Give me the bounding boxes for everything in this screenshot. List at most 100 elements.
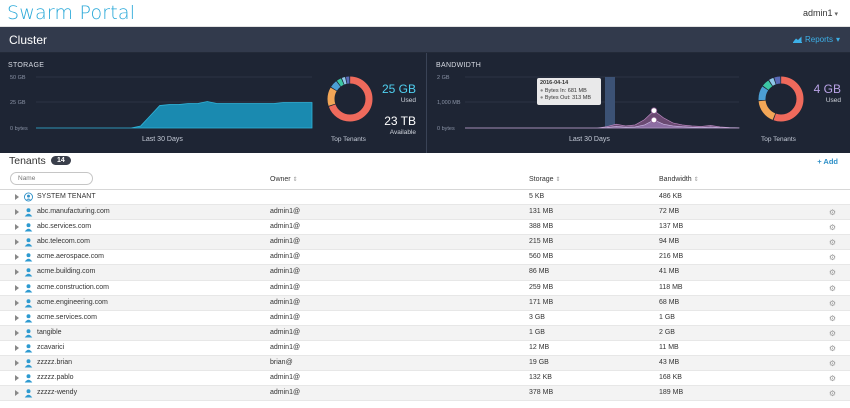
donut-slice[interactable] <box>758 76 804 122</box>
expand-icon[interactable] <box>15 239 19 246</box>
gear-icon[interactable]: ⚙ <box>828 343 836 353</box>
tenant-owner: admin1@ <box>270 374 301 382</box>
table-row[interactable]: zcavarici admin1@ 12 MB 11 MB ⚙ <box>0 341 850 357</box>
storage-used-label: Used <box>400 97 416 104</box>
gear-icon[interactable]: ⚙ <box>828 223 836 233</box>
y-tick-label: 0 bytes <box>437 126 455 132</box>
user-menu[interactable]: admin1 ▾ <box>803 8 838 18</box>
storage-caption: Last 30 Days <box>142 136 183 143</box>
user-icon <box>24 374 33 383</box>
expand-icon[interactable] <box>15 390 19 397</box>
table-row[interactable]: abc.manufacturing.com admin1@ 131 MB 72 MB ⚙ <box>0 205 850 221</box>
y-tick-label: 1,000 MB <box>437 100 461 106</box>
expand-icon[interactable] <box>15 360 19 367</box>
expand-icon[interactable] <box>15 344 19 351</box>
user-icon <box>24 389 33 398</box>
table-row[interactable]: SYSTEM TENANT 5 KB 486 KB <box>0 190 850 206</box>
table-row[interactable]: zzzzz.brian brian@ 19 GB 43 MB ⚙ <box>0 356 850 372</box>
tenant-name[interactable]: SYSTEM TENANT <box>37 193 96 200</box>
tenant-name[interactable]: acme.aerospace.com <box>37 253 104 261</box>
table-row[interactable]: zzzzz-wendy admin1@ 378 MB 189 MB ⚙ <box>0 386 850 402</box>
gear-icon[interactable]: ⚙ <box>828 328 836 338</box>
table-row[interactable]: abc.telecom.com admin1@ 215 MB 94 MB ⚙ <box>0 235 850 251</box>
chevron-down-icon: ▾ <box>835 35 840 44</box>
tenant-owner: admin1@ <box>270 238 301 246</box>
gear-icon[interactable]: ⚙ <box>828 238 836 248</box>
gear-icon[interactable]: ⚙ <box>828 208 836 218</box>
expand-icon[interactable] <box>15 329 19 336</box>
storage-column-header[interactable]: Storage ⇕ <box>529 176 561 183</box>
add-tenant-button[interactable]: + Add <box>817 157 838 166</box>
expand-icon[interactable] <box>15 254 19 261</box>
bandwidth-column-header[interactable]: Bandwidth ⇕ <box>659 176 699 183</box>
user-icon <box>24 329 33 338</box>
tenant-storage: 259 MB <box>529 283 554 291</box>
gear-icon[interactable]: ⚙ <box>828 253 836 263</box>
expand-icon[interactable] <box>15 269 19 276</box>
bytes-out-marker[interactable] <box>650 116 658 124</box>
table-row[interactable]: zzzzz.pablo admin1@ 132 KB 168 KB ⚙ <box>0 371 850 387</box>
tenant-storage: 388 MB <box>529 223 554 231</box>
table-row[interactable]: acme.building.com admin1@ 86 MB 41 MB ⚙ <box>0 265 850 281</box>
bytes-in-marker[interactable] <box>650 107 658 114</box>
bytes-out-area-series <box>465 119 740 129</box>
tenant-bandwidth: 168 KB <box>659 374 682 382</box>
donut-slice[interactable] <box>327 76 373 122</box>
tenant-name[interactable]: abc.manufacturing.com <box>37 208 110 216</box>
gear-icon[interactable]: ⚙ <box>828 374 836 384</box>
gear-icon[interactable]: ⚙ <box>828 298 836 308</box>
expand-icon[interactable] <box>15 209 19 216</box>
table-row[interactable]: abc.services.com admin1@ 388 MB 137 MB ⚙ <box>0 220 850 236</box>
tenant-owner: admin1@ <box>270 298 301 306</box>
expand-icon[interactable] <box>15 299 19 306</box>
tenant-name[interactable]: zcavarici <box>37 343 65 351</box>
storage-used-stat: 25 GB Used <box>381 82 416 105</box>
tenant-name[interactable]: abc.telecom.com <box>37 238 90 246</box>
tenant-name[interactable]: abc.services.com <box>37 223 92 231</box>
storage-available-stat: 23 TB Available <box>384 114 416 137</box>
storage-used-value: 25 GB <box>381 82 416 96</box>
tenant-name[interactable]: acme.building.com <box>37 268 96 276</box>
tenant-bandwidth: 1 GB <box>659 313 675 321</box>
storage-donut-caption: Top Tenants <box>331 136 366 143</box>
owner-column-header[interactable]: Owner ⇕ <box>270 176 298 183</box>
storage-area-series <box>36 101 313 129</box>
tenant-name[interactable]: acme.engineering.com <box>37 298 108 306</box>
gear-icon[interactable]: ⚙ <box>828 313 836 323</box>
reports-menu[interactable]: Reports ▾ <box>792 35 840 44</box>
gear-icon[interactable]: ⚙ <box>828 389 836 399</box>
tooltip-date: 2016-04-14 <box>540 80 569 86</box>
bandwidth-panel: BANDWIDTH 2 GB 1,000 MB 0 bytes 2016-04-… <box>426 53 850 153</box>
bandwidth-used-stat: 4 GB Used <box>814 83 841 105</box>
expand-icon[interactable] <box>15 194 19 200</box>
table-row[interactable]: acme.aerospace.com admin1@ 560 MB 216 MB ⚙ <box>0 250 850 266</box>
table-row[interactable]: acme.construction.com admin1@ 259 MB 118 MB… <box>0 281 850 296</box>
bytes-in-area-series <box>465 110 740 129</box>
y-tick-label: 2 GB <box>437 75 450 81</box>
gear-icon[interactable]: ⚙ <box>828 359 836 369</box>
tenant-name[interactable]: acme.construction.com <box>37 283 109 291</box>
app-logo[interactable]: Swarm Portal <box>7 2 136 24</box>
gear-icon[interactable]: ⚙ <box>828 283 836 293</box>
expand-icon[interactable] <box>15 224 19 231</box>
name-filter-input[interactable] <box>10 172 93 185</box>
storage-available-value: 23 TB <box>384 114 416 128</box>
expand-icon[interactable] <box>15 314 19 321</box>
table-row[interactable]: tangible admin1@ 1 GB 2 GB ⚙ <box>0 325 850 341</box>
table-row[interactable]: acme.engineering.com admin1@ 171 MB 68 MB ⚙ <box>0 295 850 311</box>
donut-slice[interactable] <box>758 76 804 122</box>
expand-icon[interactable] <box>15 375 19 382</box>
expand-icon[interactable] <box>15 284 19 291</box>
user-icon <box>24 208 33 217</box>
tenant-bandwidth: 216 MB <box>659 253 684 261</box>
table-row[interactable]: acme.services.com admin1@ 3 GB 1 GB ⚙ <box>0 311 850 326</box>
gear-icon[interactable]: ⚙ <box>828 268 836 278</box>
tenant-storage: 215 MB <box>529 238 554 246</box>
tenant-name[interactable]: zzzzz-wendy <box>37 389 78 397</box>
tenant-owner: admin1@ <box>270 343 301 351</box>
tenant-name[interactable]: tangible <box>37 328 62 336</box>
donut-slice[interactable] <box>327 76 373 122</box>
tenant-name[interactable]: zzzzz.pablo <box>37 374 74 382</box>
tenant-name[interactable]: zzzzz.brian <box>37 359 73 367</box>
tenant-name[interactable]: acme.services.com <box>37 313 97 321</box>
